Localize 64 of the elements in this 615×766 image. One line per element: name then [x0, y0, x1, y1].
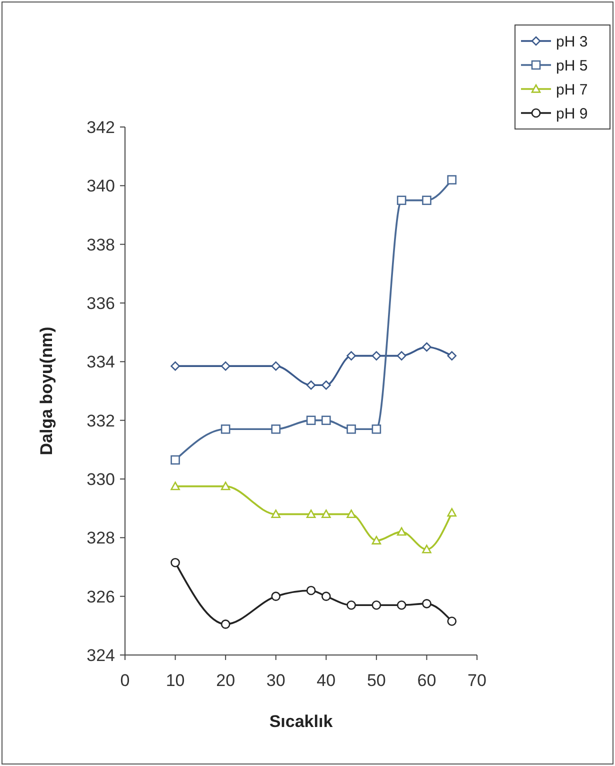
x-axis-title: Sıcaklık	[269, 712, 334, 731]
point	[372, 424, 382, 434]
point	[271, 510, 281, 518]
point	[321, 592, 331, 601]
point	[422, 342, 432, 352]
y-tick-label: 342	[86, 118, 115, 137]
legend-label: pH 7	[556, 81, 588, 98]
y-tick-label: 340	[86, 176, 115, 196]
x-tick-label: 60	[417, 671, 436, 690]
point	[170, 361, 180, 371]
y-tick-label: 324	[86, 646, 115, 665]
point	[170, 455, 180, 465]
point	[396, 351, 406, 360]
y-tick-label: 328	[86, 528, 115, 548]
point	[422, 544, 432, 554]
point	[396, 196, 406, 205]
y-tick-label: 330	[86, 470, 115, 489]
point	[447, 508, 457, 517]
point	[271, 361, 281, 371]
point	[346, 351, 356, 360]
point	[346, 600, 356, 610]
legend-label: pH 3	[556, 33, 588, 50]
x-tick-label: 10	[166, 671, 185, 690]
point	[422, 196, 432, 205]
legend-label: pH 9	[556, 105, 588, 122]
point	[447, 351, 457, 360]
point	[271, 592, 281, 601]
point	[321, 510, 331, 518]
point	[422, 599, 432, 608]
point	[372, 600, 382, 610]
y-tick-label: 334	[86, 352, 115, 372]
point	[220, 620, 230, 629]
point	[220, 424, 230, 434]
point	[271, 424, 281, 434]
point	[306, 380, 316, 390]
y-tick-label: 338	[86, 235, 115, 254]
x-tick-label: 70	[468, 671, 486, 690]
point	[447, 616, 457, 626]
y-tick-label: 326	[86, 587, 115, 606]
point	[170, 482, 180, 490]
y-tick-label: 336	[86, 294, 115, 313]
point	[321, 416, 331, 425]
point	[396, 527, 406, 536]
y-tick-label: 332	[86, 411, 115, 430]
x-tick-label: 0	[120, 671, 130, 690]
point	[321, 380, 331, 390]
point	[306, 416, 316, 425]
point	[170, 558, 180, 568]
x-tick-label: 30	[266, 671, 286, 690]
point	[372, 536, 382, 544]
point	[306, 510, 316, 518]
x-tick-label: 40	[316, 671, 336, 690]
point	[346, 510, 356, 518]
x-tick-label: 20	[216, 671, 236, 690]
point	[220, 361, 230, 371]
point	[346, 424, 356, 434]
point	[396, 600, 406, 610]
y-axis-title: Dalga boyu(nm)	[37, 326, 56, 456]
point	[372, 351, 382, 360]
legend-label: pH 5	[556, 57, 588, 74]
point	[220, 482, 230, 490]
point	[447, 175, 457, 184]
point	[306, 586, 316, 596]
x-tick-label: 50	[366, 671, 386, 690]
